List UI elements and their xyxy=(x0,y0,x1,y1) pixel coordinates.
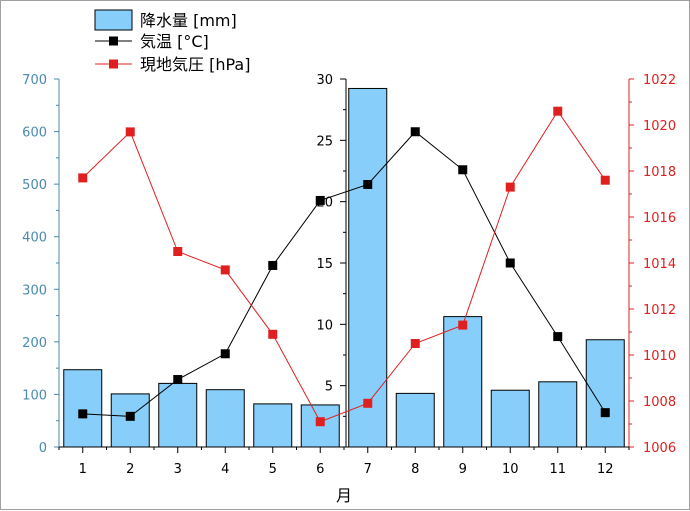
x-tick-label: 4 xyxy=(221,462,229,477)
left-tick-label: 0 xyxy=(39,441,47,456)
pressure-point-8 xyxy=(410,339,420,348)
temperature-point-8 xyxy=(410,127,420,137)
temperature-point-1 xyxy=(78,409,88,419)
precip-bar-1 xyxy=(63,369,103,448)
right-tick-label: 1020 xyxy=(643,119,676,134)
middle-tick-label: 30 xyxy=(316,73,333,88)
precip-bar-4 xyxy=(205,389,245,448)
pressure-point-2 xyxy=(125,127,135,137)
pressure-point-11 xyxy=(553,106,563,116)
x-tick-label: 10 xyxy=(502,462,519,477)
right-tick-label: 1022 xyxy=(643,73,676,88)
middle-tick-label: 25 xyxy=(316,134,333,149)
x-tick-label: 9 xyxy=(459,462,467,477)
legend: 降水量 [mm] 気温 [°C] 現地気圧 [hPa] xyxy=(94,9,250,74)
left-tick-label: 500 xyxy=(22,178,47,193)
pressure-point-5 xyxy=(268,329,278,339)
bars-layer xyxy=(63,87,625,448)
temperature-point-3 xyxy=(173,375,183,385)
temperature-point-6 xyxy=(315,195,325,205)
left-tick-label: 300 xyxy=(22,283,47,298)
left-tick-label: 100 xyxy=(22,388,47,403)
temperature-point-10 xyxy=(505,258,515,268)
legend-precip-label: 降水量 [mm] xyxy=(140,11,237,30)
right-tick-label: 1014 xyxy=(643,257,676,272)
middle-tick-label: 10 xyxy=(316,318,333,333)
temperature-point-2 xyxy=(125,411,135,421)
precip-bar-5 xyxy=(253,403,293,448)
pressure-legend-marker xyxy=(109,59,118,69)
pressure-point-4 xyxy=(220,265,230,275)
pressure-legend-label: 現地気圧 [hPa] xyxy=(140,55,250,74)
x-axis-label: 月 xyxy=(336,486,352,505)
temperature-point-7 xyxy=(363,179,373,189)
x-tick-label: 5 xyxy=(269,462,277,477)
left-tick-label: 200 xyxy=(22,336,47,351)
precip-bar-3 xyxy=(158,382,198,448)
precip-bar-10 xyxy=(490,389,530,448)
x-tick-label: 8 xyxy=(411,462,419,477)
right-tick-label: 1018 xyxy=(643,165,676,180)
pressure-point-6 xyxy=(315,417,325,427)
precip-bar-9 xyxy=(443,316,483,448)
temperature-legend-marker xyxy=(109,36,118,46)
precip-bar-11 xyxy=(538,381,578,448)
middle-tick-label: 5 xyxy=(325,380,333,395)
pressure-point-3 xyxy=(173,247,183,256)
x-tick-label: 12 xyxy=(597,462,614,477)
x-tick-label: 7 xyxy=(364,462,372,477)
temperature-point-5 xyxy=(268,260,278,270)
temperature-point-9 xyxy=(458,165,468,175)
precip-bar-7 xyxy=(348,87,388,448)
temperature-point-11 xyxy=(553,332,563,342)
axes-layer: 0100200300400500600700510152025301006100… xyxy=(22,73,676,477)
right-tick-label: 1008 xyxy=(643,395,676,410)
right-tick-label: 1010 xyxy=(643,349,676,364)
x-tick-label: 2 xyxy=(126,462,134,477)
middle-tick-label: 15 xyxy=(316,257,333,272)
x-tick-label: 1 xyxy=(79,462,87,477)
left-tick-label: 700 xyxy=(22,73,47,88)
temperature-line xyxy=(82,131,606,417)
pressure-point-1 xyxy=(78,173,88,183)
pressure-point-7 xyxy=(363,398,373,408)
lines-layer xyxy=(78,106,610,427)
precip-bar-12 xyxy=(585,339,625,448)
pressure-line xyxy=(82,110,606,423)
left-tick-label: 400 xyxy=(22,231,47,246)
pressure-point-10 xyxy=(505,182,515,192)
temperature-point-4 xyxy=(220,349,230,359)
x-tick-label: 3 xyxy=(174,462,182,477)
right-tick-label: 1012 xyxy=(643,303,676,318)
pressure-point-12 xyxy=(600,175,610,185)
right-tick-label: 1016 xyxy=(643,211,676,226)
legend-precip-swatch xyxy=(94,9,133,31)
left-tick-label: 600 xyxy=(22,126,47,141)
precip-bar-8 xyxy=(395,392,435,448)
right-tick-label: 1006 xyxy=(643,441,676,456)
x-tick-label: 6 xyxy=(316,462,324,477)
x-tick-label: 11 xyxy=(549,462,566,477)
temperature-point-12 xyxy=(600,408,610,418)
temperature-legend-label: 気温 [°C] xyxy=(140,32,209,51)
pressure-point-9 xyxy=(458,320,468,330)
